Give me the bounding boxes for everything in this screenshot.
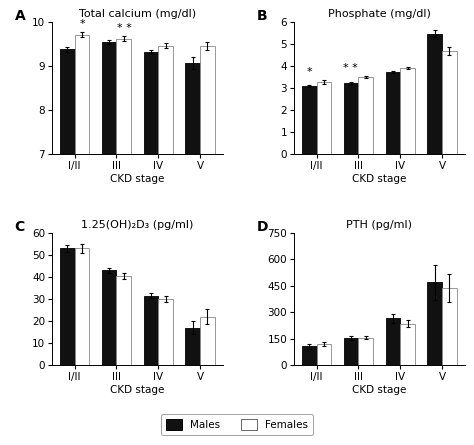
Text: A: A — [15, 9, 26, 23]
Bar — [117, 276, 131, 365]
Bar — [158, 299, 173, 365]
Title: PTH (pg/ml): PTH (pg/ml) — [346, 219, 412, 230]
Text: B: B — [256, 9, 267, 23]
Bar — [74, 35, 89, 445]
Bar — [185, 63, 200, 445]
Bar — [60, 49, 74, 445]
Text: * *: * * — [344, 63, 358, 73]
Bar — [442, 51, 457, 154]
Title: Phosphate (mg/dl): Phosphate (mg/dl) — [328, 9, 431, 19]
X-axis label: CKD stage: CKD stage — [110, 174, 164, 184]
Bar — [74, 248, 89, 365]
Bar — [117, 39, 131, 445]
Bar — [344, 83, 358, 154]
Legend: Males, Females: Males, Females — [161, 414, 313, 435]
Bar — [344, 338, 358, 365]
Bar — [200, 316, 215, 365]
Bar — [317, 344, 331, 365]
Bar — [400, 324, 415, 365]
Title: Total calcium (mg/dl): Total calcium (mg/dl) — [79, 9, 196, 19]
Bar — [102, 42, 117, 445]
Bar — [428, 34, 442, 154]
X-axis label: CKD stage: CKD stage — [352, 174, 407, 184]
Bar — [442, 287, 457, 365]
Bar — [102, 271, 117, 365]
Title: 1.25(OH)₂D₃ (pg/ml): 1.25(OH)₂D₃ (pg/ml) — [81, 219, 193, 230]
Bar — [358, 77, 373, 154]
Bar — [385, 72, 400, 154]
Text: * *: * * — [117, 23, 131, 33]
Bar — [185, 328, 200, 365]
Bar — [60, 248, 74, 365]
Bar — [358, 338, 373, 365]
Text: *: * — [79, 19, 85, 28]
Bar — [200, 46, 215, 445]
X-axis label: CKD stage: CKD stage — [110, 384, 164, 395]
Bar — [158, 45, 173, 445]
Bar — [400, 69, 415, 154]
Bar — [144, 296, 158, 365]
Text: D: D — [256, 220, 268, 234]
Bar — [317, 82, 331, 154]
X-axis label: CKD stage: CKD stage — [352, 384, 407, 395]
Text: C: C — [15, 220, 25, 234]
Bar — [428, 282, 442, 365]
Bar — [302, 347, 317, 365]
Bar — [144, 52, 158, 445]
Bar — [385, 318, 400, 365]
Text: *: * — [306, 67, 312, 77]
Bar — [302, 86, 317, 154]
